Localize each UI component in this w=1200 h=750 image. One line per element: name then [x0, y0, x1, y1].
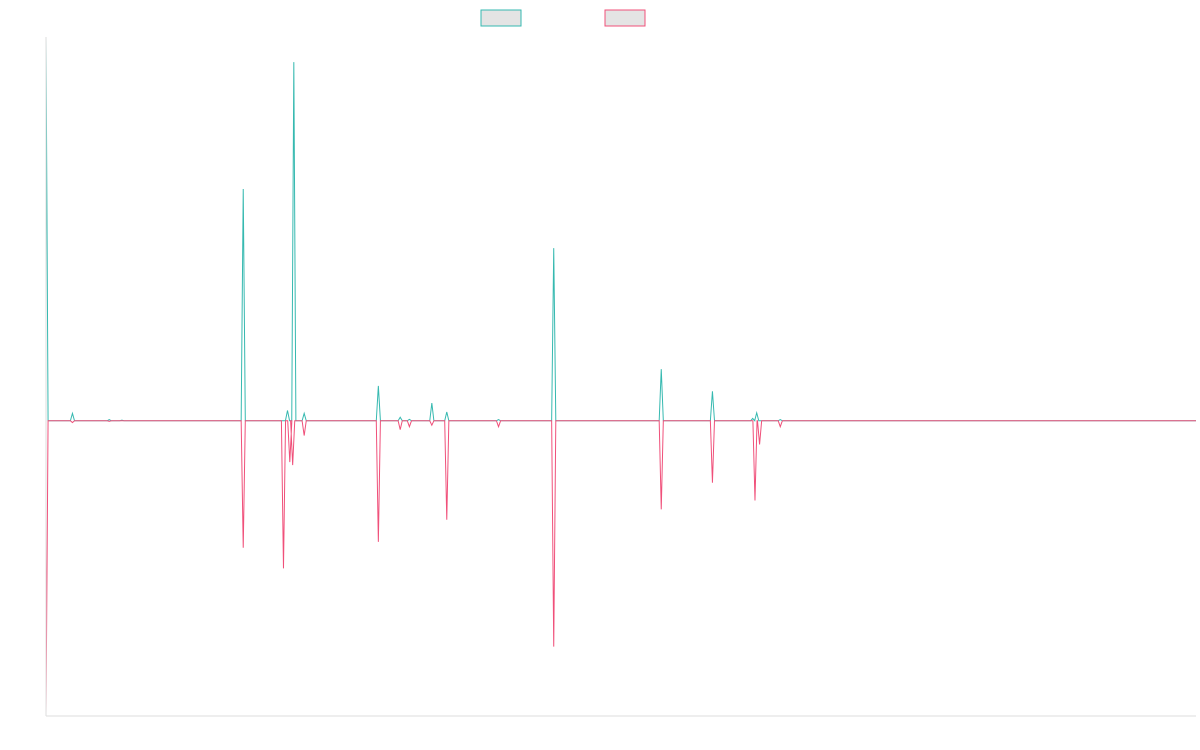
series-1 [45, 36, 1197, 422]
legend [480, 9, 646, 27]
legend-swatch-1[interactable] [480, 9, 522, 27]
series-1-line [45, 36, 1197, 422]
series-2 [45, 420, 1197, 714]
plot-area [45, 36, 1197, 714]
legend-swatch-2[interactable] [604, 9, 646, 27]
axes [45, 37, 1196, 717]
series-2-line [45, 420, 1197, 714]
